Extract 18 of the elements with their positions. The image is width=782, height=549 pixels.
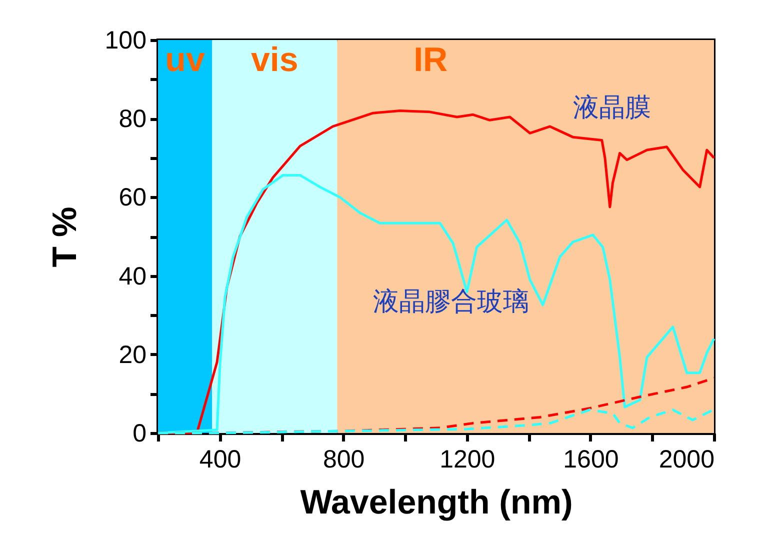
x-tick-label: 800	[322, 446, 365, 474]
y-tick-label: 40	[118, 262, 146, 290]
band-label: IR	[414, 41, 448, 79]
y-tick-label: 20	[118, 340, 146, 369]
x-tick-label: 400	[199, 446, 242, 474]
y-axis-title: T %	[46, 206, 84, 268]
y-tick-label: 100	[104, 26, 146, 54]
series-label: 液晶膠合玻璃	[373, 287, 529, 317]
x-tick-label: 1200	[440, 446, 496, 474]
x-axis-title: Wavelength (nm)	[300, 484, 573, 522]
y-tick-label: 80	[118, 105, 146, 134]
y-tick-label: 0	[132, 420, 146, 448]
x-tick-label: 1600	[563, 446, 619, 474]
band-label: vis	[250, 41, 298, 79]
band-label: uv	[165, 41, 205, 79]
x-tick-label: 2000	[658, 446, 714, 474]
series-label: 液晶膜	[573, 93, 651, 123]
y-tick-label: 60	[118, 184, 146, 212]
